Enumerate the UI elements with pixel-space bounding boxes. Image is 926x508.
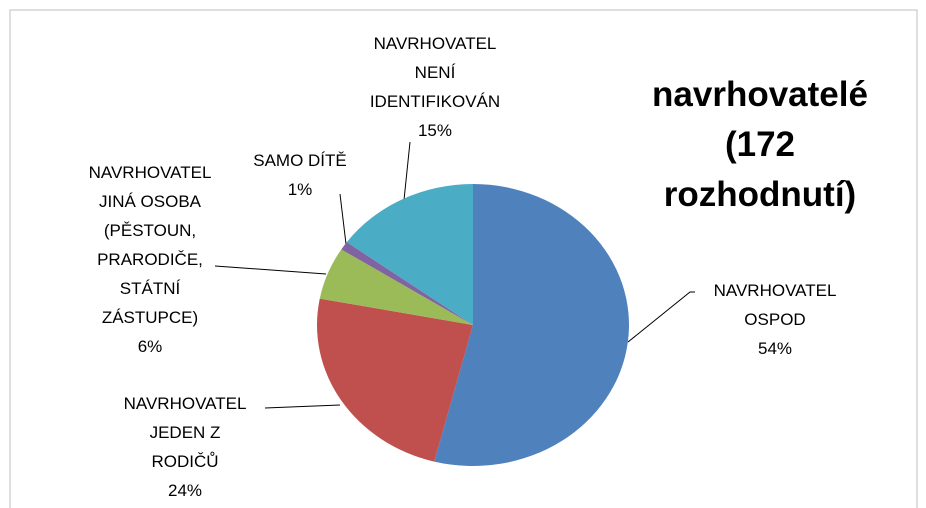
slice-label: NAVRHOVATEL JEDEN Z RODIČŮ 24% [124, 389, 247, 505]
chart-title: navrhovatelé (172 rozhodnutí) [652, 75, 868, 214]
value-label: 24% [167, 481, 203, 500]
leader-line [214, 265, 327, 275]
category-label: NAVRHOVATEL JINÁ OSOBA (PĚSTOUN, PRARODI… [88, 163, 212, 327]
category-label: NAVRHOVATEL JEDEN Z RODIČŮ [123, 394, 247, 471]
category-label: NAVRHOVATEL OSPOD [713, 281, 837, 329]
value-label: 6% [137, 337, 163, 356]
pie-slice [434, 184, 629, 466]
category-label: SAMO DÍTĚ [253, 151, 347, 170]
slice-label: NAVRHOVATEL NENÍ IDENTIFIKOVÁN 15% [370, 29, 500, 145]
value-label: 15% [417, 121, 453, 140]
value-label: 54% [757, 339, 793, 358]
slice-label: NAVRHOVATEL JINÁ OSOBA (PĚSTOUN, PRARODI… [89, 158, 212, 361]
leader-line [339, 193, 347, 245]
pie-slice [346, 184, 473, 325]
value-label: 1% [287, 180, 313, 199]
pie-slice [319, 249, 473, 325]
pie-slice [341, 242, 473, 325]
leader-line [403, 141, 411, 201]
pie-slice [316, 298, 473, 462]
category-label: NAVRHOVATEL NENÍ IDENTIFIKOVÁN [369, 34, 501, 111]
slice-label: NAVRHOVATEL OSPOD 54% [714, 276, 837, 363]
leader-line [627, 291, 695, 343]
leader-line [264, 404, 341, 409]
chart-border [9, 9, 918, 508]
slice-label: SAMO DÍTĚ 1% [253, 146, 347, 204]
